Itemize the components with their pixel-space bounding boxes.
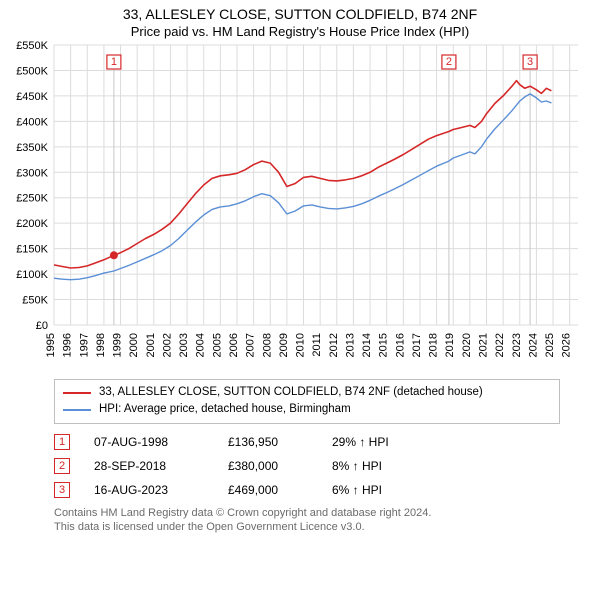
svg-text:2002: 2002 xyxy=(161,333,173,357)
title-block: 33, ALLESLEY CLOSE, SUTTON COLDFIELD, B7… xyxy=(0,0,600,39)
svg-text:2019: 2019 xyxy=(444,333,456,357)
svg-text:£250K: £250K xyxy=(16,193,48,205)
svg-text:2007: 2007 xyxy=(245,333,257,357)
svg-text:2013: 2013 xyxy=(344,333,356,357)
chart-area: £0 £50K £100K £150K £200K £250K £300K £350K £400… xyxy=(0,39,600,379)
legend-item: HPI: Average price, detached house, Birm… xyxy=(63,401,551,418)
transaction-marker: 3 xyxy=(54,482,70,498)
svg-text:1999: 1999 xyxy=(112,333,124,357)
transaction-date: 16-AUG-2023 xyxy=(94,483,204,497)
svg-text:2004: 2004 xyxy=(195,333,207,357)
svg-text:2015: 2015 xyxy=(378,333,390,357)
footer-line-1: Contains HM Land Registry data © Crown c… xyxy=(54,506,560,521)
svg-text:£0: £0 xyxy=(36,320,48,332)
legend-label: HPI: Average price, detached house, Birm… xyxy=(99,401,351,418)
svg-text:2024: 2024 xyxy=(527,333,539,357)
svg-text:2021: 2021 xyxy=(478,333,490,357)
footer-line-2: This data is licensed under the Open Gov… xyxy=(54,520,560,535)
legend: 33, ALLESLEY CLOSE, SUTTON COLDFIELD, B7… xyxy=(54,379,560,424)
svg-text:£150K: £150K xyxy=(16,244,48,256)
svg-text:2005: 2005 xyxy=(211,333,223,357)
svg-text:2018: 2018 xyxy=(428,333,440,357)
svg-text:2026: 2026 xyxy=(561,333,573,357)
svg-text:£100K: £100K xyxy=(16,269,48,281)
svg-text:£550K: £550K xyxy=(16,40,48,52)
svg-text:2009: 2009 xyxy=(278,333,290,357)
svg-text:£500K: £500K xyxy=(16,65,48,77)
svg-text:1997: 1997 xyxy=(78,333,90,357)
svg-text:2022: 2022 xyxy=(494,333,506,357)
transaction-price: £469,000 xyxy=(228,483,308,497)
svg-text:1996: 1996 xyxy=(62,333,74,357)
transaction-row: 1 07-AUG-1998 £136,950 29% ↑ HPI xyxy=(54,434,560,450)
transaction-date: 28-SEP-2018 xyxy=(94,459,204,473)
svg-text:2020: 2020 xyxy=(461,333,473,357)
svg-text:2016: 2016 xyxy=(394,333,406,357)
svg-text:3: 3 xyxy=(527,56,533,68)
svg-text:£200K: £200K xyxy=(16,218,48,230)
transaction-row: 2 28-SEP-2018 £380,000 8% ↑ HPI xyxy=(54,458,560,474)
transaction-row: 3 16-AUG-2023 £469,000 6% ↑ HPI xyxy=(54,482,560,498)
svg-text:2000: 2000 xyxy=(128,333,140,357)
transaction-hpi-delta: 8% ↑ HPI xyxy=(332,459,382,473)
svg-text:2017: 2017 xyxy=(411,333,423,357)
transaction-date: 07-AUG-1998 xyxy=(94,435,204,449)
footer-attribution: Contains HM Land Registry data © Crown c… xyxy=(54,506,560,536)
svg-text:2: 2 xyxy=(446,56,452,68)
svg-text:2008: 2008 xyxy=(261,333,273,357)
transaction-price: £380,000 xyxy=(228,459,308,473)
svg-text:2011: 2011 xyxy=(311,333,323,357)
chart-subtitle: Price paid vs. HM Land Registry's House … xyxy=(0,24,600,39)
svg-text:£400K: £400K xyxy=(16,116,48,128)
svg-text:2010: 2010 xyxy=(295,333,307,357)
svg-text:£50K: £50K xyxy=(22,295,48,307)
transactions-table: 1 07-AUG-1998 £136,950 29% ↑ HPI 2 28-SEP-201… xyxy=(54,434,560,498)
svg-text:£450K: £450K xyxy=(16,91,48,103)
svg-text:2014: 2014 xyxy=(361,333,373,357)
transaction-hpi-delta: 29% ↑ HPI xyxy=(332,435,389,449)
legend-swatch xyxy=(63,409,91,411)
legend-item: 33, ALLESLEY CLOSE, SUTTON COLDFIELD, B7… xyxy=(63,384,551,401)
legend-label: 33, ALLESLEY CLOSE, SUTTON COLDFIELD, B7… xyxy=(99,384,483,401)
svg-text:2001: 2001 xyxy=(145,333,157,357)
svg-text:2003: 2003 xyxy=(178,333,190,357)
svg-text:£350K: £350K xyxy=(16,142,48,154)
line-chart-svg: £0 £50K £100K £150K £200K £250K £300K £350K £400… xyxy=(0,39,600,379)
svg-text:1998: 1998 xyxy=(95,333,107,357)
transaction-marker: 1 xyxy=(54,434,70,450)
svg-text:2012: 2012 xyxy=(328,333,340,357)
svg-text:2023: 2023 xyxy=(511,333,523,357)
svg-text:1995: 1995 xyxy=(45,333,57,357)
transaction-price: £136,950 xyxy=(228,435,308,449)
svg-text:2006: 2006 xyxy=(228,333,240,357)
chart-container: 33, ALLESLEY CLOSE, SUTTON COLDFIELD, B7… xyxy=(0,0,600,590)
chart-title: 33, ALLESLEY CLOSE, SUTTON COLDFIELD, B7… xyxy=(0,6,600,22)
svg-text:£300K: £300K xyxy=(16,167,48,179)
transaction-hpi-delta: 6% ↑ HPI xyxy=(332,483,382,497)
svg-text:2025: 2025 xyxy=(544,333,556,357)
legend-swatch xyxy=(63,392,91,394)
transaction-marker: 2 xyxy=(54,458,70,474)
svg-text:1: 1 xyxy=(111,56,117,68)
